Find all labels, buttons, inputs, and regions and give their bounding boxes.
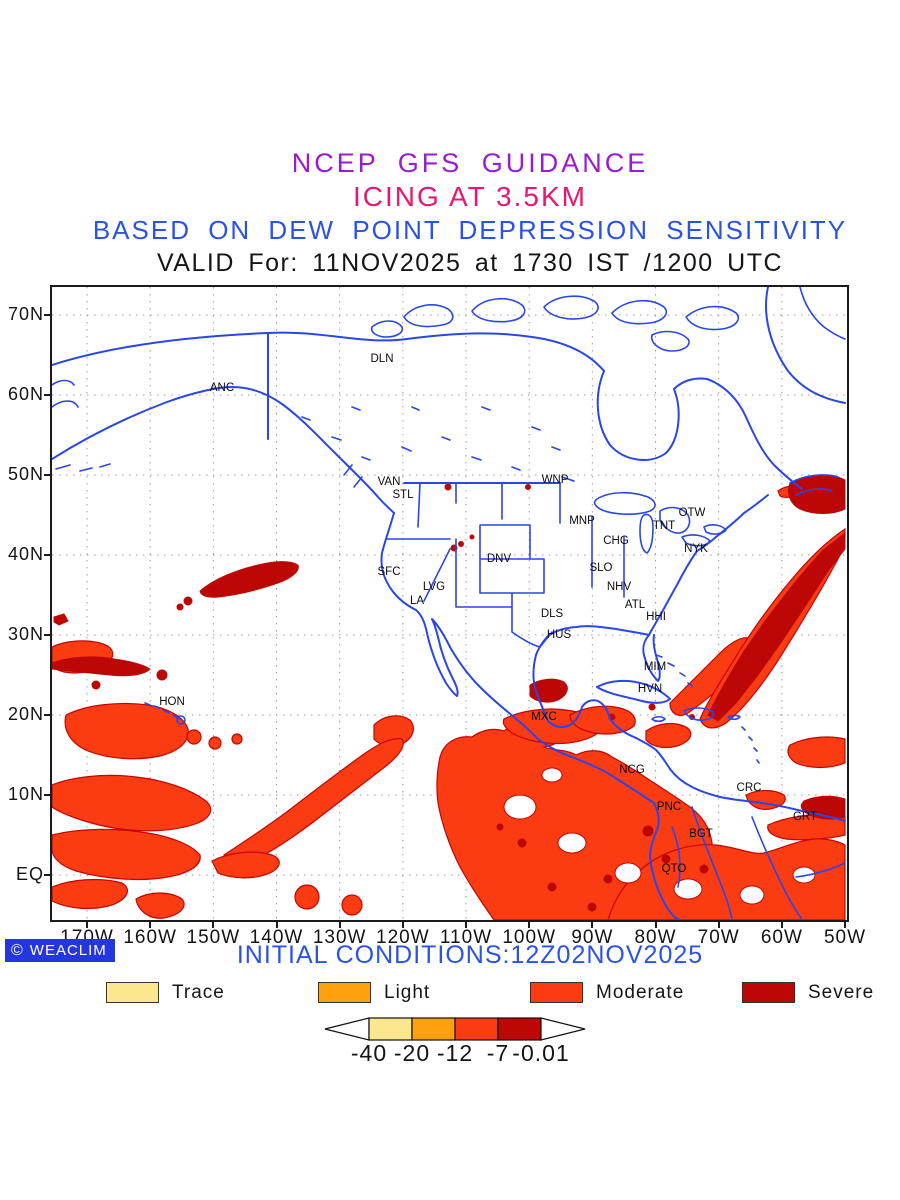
colorbar <box>324 1017 586 1041</box>
x-axis-tick <box>401 920 404 928</box>
colorbar-tick: -7 <box>486 1040 510 1066</box>
x-axis-tick <box>528 920 531 928</box>
y-axis-label: 10N <box>7 784 44 804</box>
x-axis-label: 50W <box>823 927 867 948</box>
map-frame <box>50 285 849 922</box>
colorbar-cell-moderate <box>454 1017 499 1041</box>
y-axis-label: 40N <box>7 544 44 564</box>
x-axis-label: 70W <box>697 927 740 948</box>
x-axis-tick <box>149 920 152 928</box>
y-axis-label: EQ <box>15 864 44 884</box>
x-axis-label: 140W <box>249 927 304 948</box>
y-axis-label: 20N <box>7 704 44 724</box>
x-axis-label: 160W <box>123 927 177 948</box>
x-axis-label: 60W <box>760 927 803 948</box>
x-axis-tick <box>338 920 341 928</box>
colorbar-tick: -12 <box>436 1040 474 1066</box>
legend-swatch-moderate <box>530 982 583 1003</box>
y-axis-label: 50N <box>7 464 44 484</box>
title-product: ICING AT 3.5KM <box>353 181 587 212</box>
y-axis-tick <box>44 794 52 796</box>
legend-swatch-light <box>318 982 371 1003</box>
y-axis-label: 60N <box>7 384 44 404</box>
colorbar-right-arrow <box>540 1017 586 1041</box>
colorbar-tick: -0.01 <box>512 1040 570 1066</box>
y-axis-tick <box>44 634 52 636</box>
y-axis-tick <box>44 314 52 316</box>
y-axis-tick <box>44 474 52 476</box>
y-axis-tick <box>44 394 52 396</box>
x-axis-label: 130W <box>312 927 367 948</box>
x-axis-label: 120W <box>376 927 430 948</box>
icing-regions-severe <box>52 474 846 912</box>
x-axis-tick <box>717 920 720 928</box>
title-valid-time: VALID For: 11NOV2025 at 1730 IST /1200 U… <box>156 249 784 277</box>
title-model: NCEP GFS GUIDANCE <box>291 148 649 178</box>
weaclim-watermark: © WEACLIM <box>5 939 115 962</box>
coastlines <box>52 287 846 920</box>
x-axis-tick <box>780 920 783 928</box>
y-axis-tick <box>44 874 52 876</box>
legend-swatch-severe <box>742 982 795 1003</box>
legend-label-light: Light <box>384 982 431 1003</box>
x-axis-tick <box>591 920 594 928</box>
x-axis-label: 80W <box>634 927 677 948</box>
x-axis-tick <box>275 920 278 928</box>
y-axis-label: 70N <box>7 304 44 324</box>
x-axis-label: 110W <box>439 927 493 948</box>
y-axis-tick <box>44 554 52 556</box>
weaclim-label: WEACLIM <box>29 942 107 959</box>
x-axis-tick <box>654 920 657 928</box>
x-axis-label: 150W <box>186 927 241 948</box>
legend-label-severe: Severe <box>808 982 875 1003</box>
colorbar-tick: -40 <box>350 1040 388 1066</box>
colorbar-left-arrow <box>324 1017 370 1041</box>
colorbar-cell-severe <box>497 1017 542 1041</box>
title-method: BASED ON DEW POINT DEPRESSION SENSITIVIT… <box>92 215 848 245</box>
copyright-icon: © <box>11 941 24 959</box>
y-axis-label: 30N <box>7 624 44 644</box>
y-axis-tick <box>44 714 52 716</box>
map-canvas <box>52 287 847 920</box>
legend-label-moderate: Moderate <box>596 982 685 1003</box>
colorbar-cell-light <box>411 1017 456 1041</box>
x-axis-tick <box>86 920 88 928</box>
x-axis-tick <box>465 920 468 928</box>
x-axis-label: 100W <box>502 927 557 948</box>
colorbar-tick: -20 <box>393 1040 431 1066</box>
x-axis-tick <box>844 920 847 928</box>
legend-swatch-trace <box>106 982 159 1003</box>
legend-label-trace: Trace <box>172 982 225 1003</box>
colorbar-cell-trace <box>368 1017 413 1041</box>
grid-lines <box>52 287 847 920</box>
x-axis-tick <box>212 920 215 928</box>
x-axis-label: 90W <box>571 927 614 948</box>
initial-conditions: INITIAL CONDITIONS:12Z02NOV2025 <box>236 941 704 969</box>
